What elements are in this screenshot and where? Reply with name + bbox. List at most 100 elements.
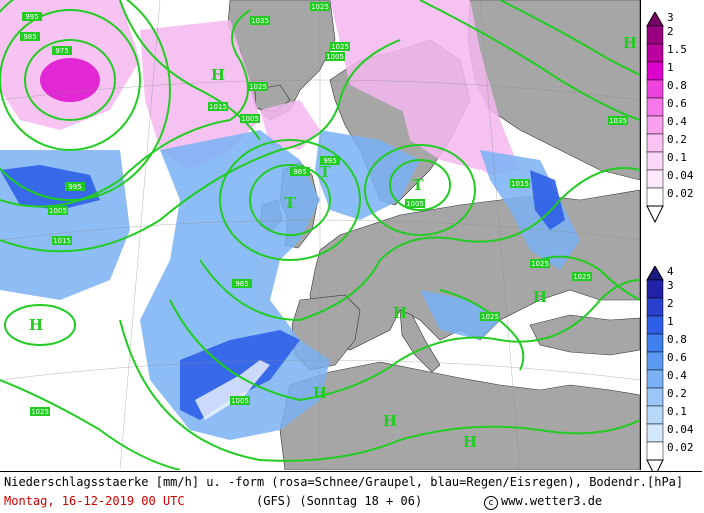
isobar [499,0,640,76]
rain-core-west [0,165,100,210]
isobar [0,9,141,151]
isobar-label: 1025 [481,313,499,321]
isobar [539,255,640,301]
copyright-text[interactable]: www.wetter3.de [501,494,603,508]
snow-scale-label: 1 [667,61,674,74]
snow-scale-swatch [646,79,664,99]
snow-scale-label: 0.2 [667,133,687,146]
isobar-label: 1025 [249,83,267,91]
rain-very-heavy-areas [195,360,270,420]
north-africa-land [279,361,640,470]
rain-scale-swatch [646,423,664,443]
rain-scale-label: 0.8 [667,333,687,346]
snow-scale-label: 0.8 [667,79,687,92]
isobar [219,139,361,261]
isobar [364,144,476,236]
graticule [0,0,640,470]
low-pressure-label: T [284,194,296,212]
isobar [4,304,76,346]
rain-area-baltic [480,150,580,270]
isobar-label: 985 [235,280,248,288]
snow-scale-label: 1.5 [667,43,687,56]
isobar [389,159,451,211]
rain-peak-iberia-coast [195,360,270,420]
rain-scale-swatch [646,315,664,335]
isobar-label: 1025 [531,260,549,268]
rain-scale-bottom-arrow [646,459,664,478]
rain-scale-label: 0.02 [667,441,694,454]
isobar-label: 985 [23,33,36,41]
low-pressure-label: T [412,176,424,194]
isobar-label: 1025 [331,43,349,51]
isobar [0,39,401,253]
rain-scale-swatch [646,333,664,353]
isobar-label: 975 [55,47,68,55]
rain-scale-label: 3 [667,279,674,292]
rain-scale-label: 0.6 [667,351,687,364]
rain-scale-swatch [646,441,664,461]
isobar-label: 1005 [406,200,424,208]
high-pressure-label: H [463,433,477,451]
snow-scale-label: 0.1 [667,151,687,164]
snow-scale-swatch [646,25,664,45]
rain-scale-label: 0.04 [667,423,694,436]
caption-model-run: (GFS) (Sonntag 18 + 06) [256,494,423,508]
map-caption: Niederschlagsstaerke [mm/h] u. -form (ro… [0,471,702,512]
rain-scale-label: 0.1 [667,405,687,418]
snow-scale-label: 0.6 [667,97,687,110]
isobar-label: 1015 [209,103,227,111]
snow-scale-swatch [646,151,664,171]
snow-intense-areas [40,58,100,102]
snow-scale-label: 0.04 [667,169,694,182]
caption-description: Niederschlagsstaerke [mm/h] u. -form (ro… [4,475,684,489]
rain-scale-swatch [646,297,664,317]
high-pressure-label: H [383,412,397,430]
rain-scale-swatch [646,387,664,407]
snow-scale-label: 0.4 [667,115,687,128]
high-pressure-label: H [623,34,637,52]
pressure-centers: H H H H H H H H T T T [29,34,637,451]
isobar [439,289,525,371]
isobar [249,164,331,236]
isobar-label: 1005 [231,397,249,405]
graticule-line [479,0,521,470]
isobar-label: 1005 [49,207,67,215]
snow-scale-bar [646,12,664,224]
precipitation-map: 995 985 975 1035 1025 1015 1005 985 995 … [0,0,640,470]
legend-panel: 3 2 1.5 1 0.8 0.6 0.4 0.2 0.1 0.04 0.02 [640,0,704,478]
isobar [119,319,640,462]
isobar-label: 1035 [609,117,627,125]
low-pressure-label: T [319,163,331,181]
snow-scale-top-arrow [646,12,664,27]
snow-scale-swatch [646,169,664,189]
rain-core-baltic [530,170,565,230]
high-pressure-label: H [313,384,327,402]
isobar-label: 985 [293,168,306,176]
isobar [199,167,640,322]
snow-core-denmark-strait [40,58,100,102]
isobar [0,0,171,201]
high-pressure-label: H [29,316,43,334]
isobar-label: 995 [323,157,336,165]
isobar [419,0,640,121]
snow-area-north-atlantic [140,20,260,170]
isobar-label: 1035 [251,17,269,25]
rain-scale-label: 0.2 [667,387,687,400]
caption-copyright: c www.wetter3.de [484,494,602,510]
isobar [169,279,640,402]
snow-scale-swatch [646,43,664,63]
rain-area-adriatic [420,290,500,340]
snow-area-iceland [260,100,320,150]
rain-scale-top-arrow [646,266,664,281]
snow-scale-swatch [646,115,664,135]
rain-scale-label: 4 [667,265,674,278]
isobar-label: 1005 [326,53,344,61]
snow-area-scandinavia [400,100,500,170]
isobar-label: 995 [68,183,81,191]
rain-scale-bar [646,266,664,478]
copyright-icon: c [484,496,498,510]
snow-scale-swatch [646,97,664,117]
isobar [0,379,181,470]
high-pressure-label: H [393,304,407,322]
